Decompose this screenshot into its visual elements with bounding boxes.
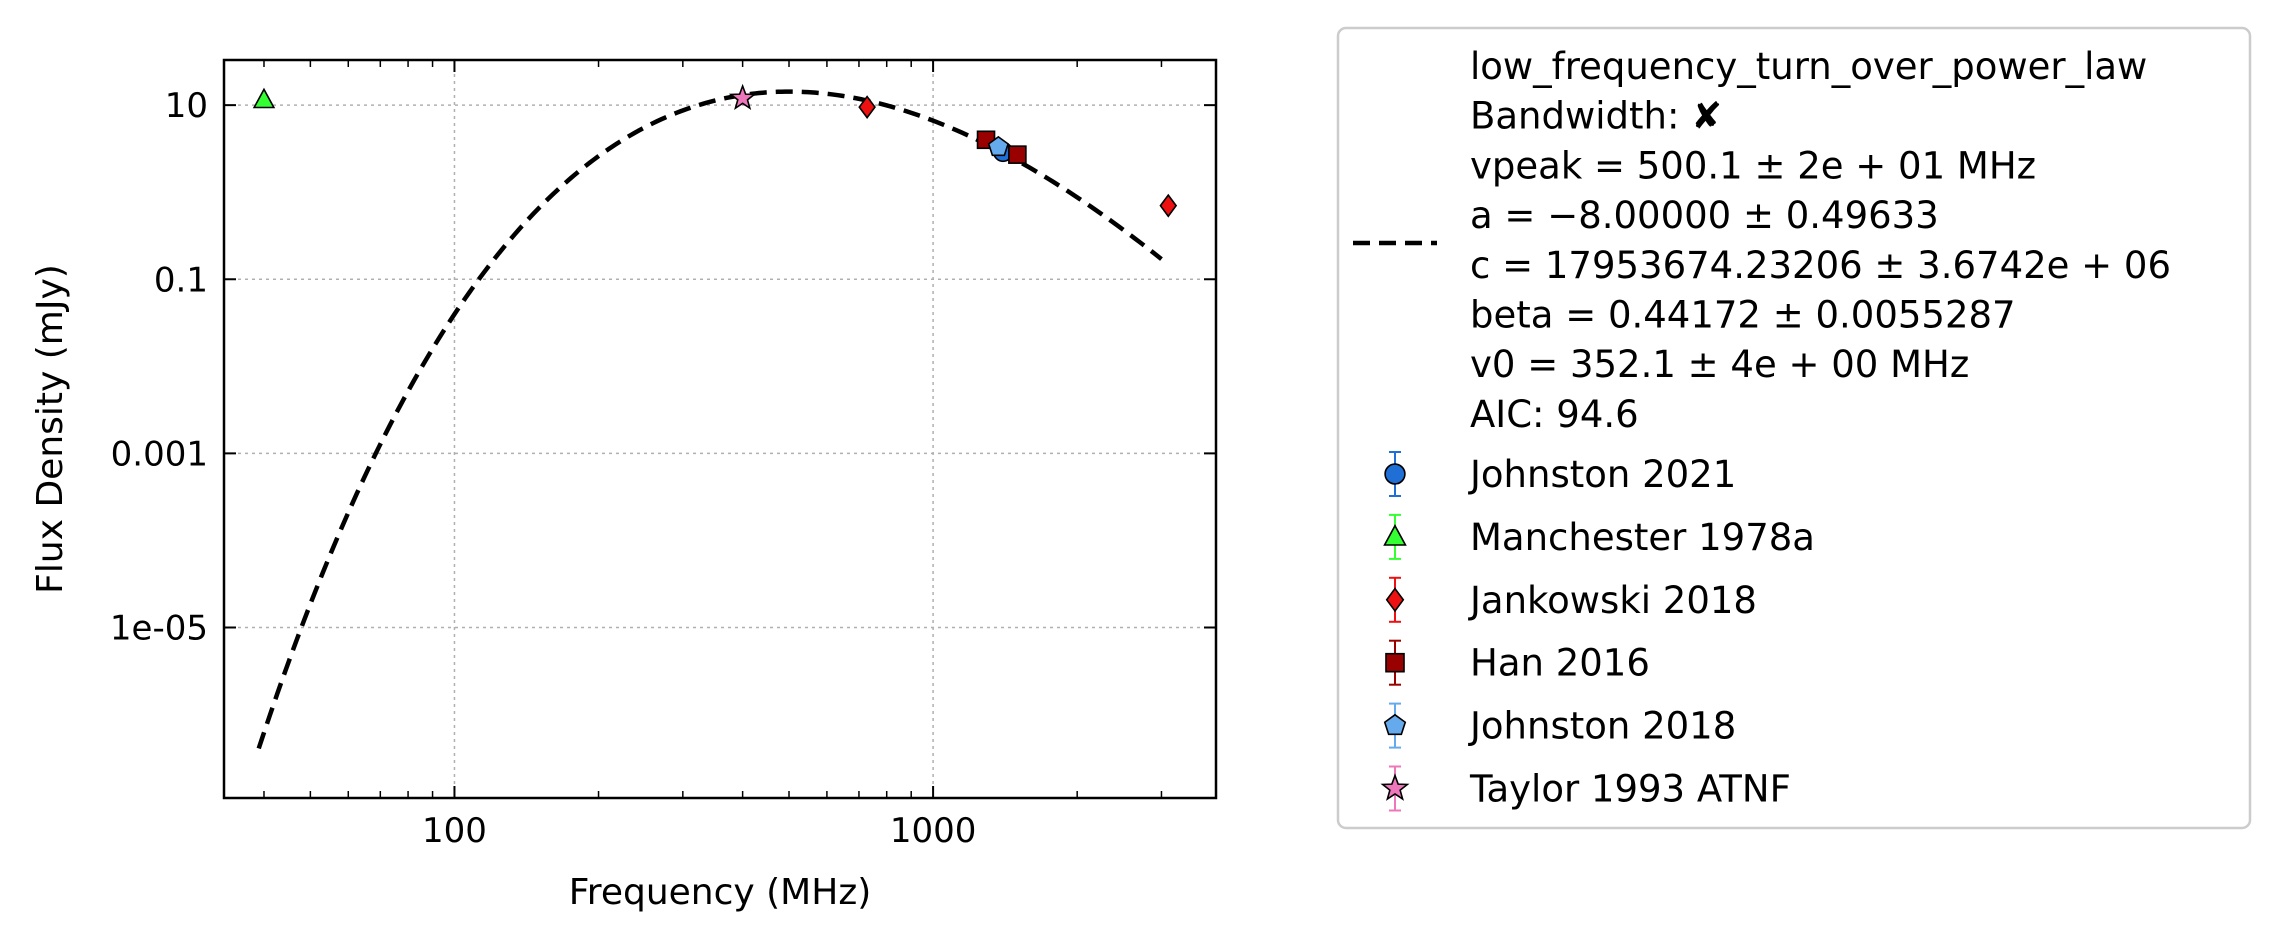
data-points: [252, 83, 1178, 218]
data-point: [252, 87, 276, 109]
data-point: [1159, 193, 1178, 218]
legend-fit-label: low_frequency_turn_over_power_law Bandwid…: [1470, 45, 2171, 436]
legend-label: Johnston 2018: [1468, 705, 1736, 748]
legend: low_frequency_turn_over_power_law Bandwid…: [1336, 26, 2252, 830]
y-tick-label: 0.1: [154, 260, 208, 300]
plot-area: 100 1000 10 0.1 0.001 1e-05: [110, 58, 1218, 851]
legend-fit-line: v0 = 352.1 ± 4e + 00 MHz: [1470, 343, 1969, 386]
legend-marker: [1385, 587, 1405, 613]
axes-frame: [222, 58, 1218, 800]
legend-marker: [1384, 463, 1406, 485]
legend-marker: [1383, 524, 1407, 546]
y-axis-title: Flux Density (mJy): [30, 264, 71, 594]
data-point: [858, 95, 876, 119]
legend-fit-line: c = 17953674.23206 ± 3.6742e + 06: [1470, 244, 2171, 287]
legend-fit-line: Bandwidth: ✘: [1470, 95, 1722, 138]
legend-fit-line: beta = 0.44172 ± 0.0055287: [1470, 294, 2016, 337]
legend-label: Johnston 2021: [1468, 453, 1736, 496]
legend-fit-line: AIC: 94.6: [1470, 393, 1639, 436]
axis-ticks: 100 1000 10 0.1 0.001 1e-05: [110, 60, 1216, 851]
legend-fit-line: vpeak = 500.1 ± 2e + 01 MHz: [1470, 144, 2036, 187]
legend-items: Johnston 2021 Manchester 1978a Jankowski 2…: [1380, 451, 1815, 812]
legend-label: Han 2016: [1470, 642, 1650, 685]
fit-line: [256, 89, 1163, 750]
legend-frame: [1336, 26, 2252, 830]
y-tick-label: 1e-05: [110, 608, 208, 648]
legend-label: Jankowski 2018: [1468, 579, 1757, 622]
x-axis-title: Frequency (MHz): [569, 872, 872, 913]
legend-marker: [1385, 652, 1405, 673]
data-point: [987, 135, 1010, 157]
legend-label: Manchester 1978a: [1470, 516, 1815, 559]
legend-fit-line: a = −8.00000 ± 0.49633: [1470, 194, 1939, 237]
legend-label: Taylor 1993 ATNF: [1469, 768, 1791, 811]
data-point: [728, 83, 757, 111]
x-tick-label: 1000: [890, 811, 977, 851]
x-tick-label: 100: [422, 811, 487, 851]
legend-fit-line: low_frequency_turn_over_power_law: [1470, 45, 2147, 88]
data-point: [1008, 145, 1027, 164]
grid: [224, 60, 1216, 798]
legend-marker: [1380, 773, 1410, 801]
y-tick-label: 10: [165, 86, 208, 126]
y-tick-label: 0.001: [111, 434, 208, 474]
legend-marker: [1383, 713, 1407, 736]
